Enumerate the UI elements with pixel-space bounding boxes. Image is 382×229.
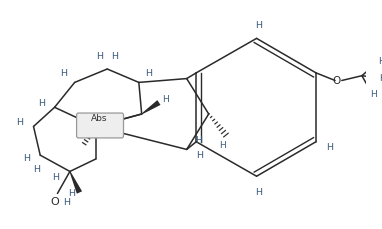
Text: H: H [23, 153, 30, 162]
Text: H: H [145, 69, 152, 78]
Text: H: H [197, 150, 204, 159]
Text: H: H [96, 52, 103, 61]
Text: H: H [219, 141, 225, 150]
Polygon shape [70, 172, 82, 194]
Text: H: H [52, 172, 59, 181]
Text: H: H [63, 197, 71, 206]
Text: H: H [16, 118, 24, 127]
Text: H: H [380, 74, 382, 83]
Text: H: H [195, 136, 202, 145]
Text: H: H [255, 187, 262, 196]
Text: H: H [378, 57, 382, 65]
Text: H: H [68, 188, 75, 197]
Text: H: H [255, 21, 262, 30]
Text: H: H [326, 142, 333, 151]
Text: H: H [370, 90, 377, 99]
Text: H: H [38, 98, 45, 108]
Text: O: O [333, 76, 341, 86]
Polygon shape [141, 101, 160, 115]
Text: Abs: Abs [91, 114, 108, 123]
Text: H: H [33, 164, 40, 173]
Text: H: H [162, 95, 169, 104]
Text: H: H [60, 69, 67, 78]
Text: H: H [112, 52, 118, 61]
FancyBboxPatch shape [76, 114, 123, 138]
Text: O: O [50, 196, 59, 206]
